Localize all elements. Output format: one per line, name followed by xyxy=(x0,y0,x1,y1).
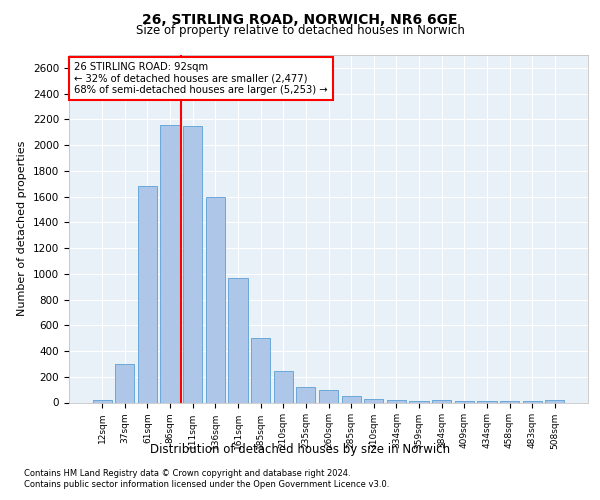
Y-axis label: Number of detached properties: Number of detached properties xyxy=(17,141,28,316)
Text: 26, STIRLING ROAD, NORWICH, NR6 6GE: 26, STIRLING ROAD, NORWICH, NR6 6GE xyxy=(142,12,458,26)
Bar xyxy=(477,401,497,402)
Text: Contains HM Land Registry data © Crown copyright and database right 2024.: Contains HM Land Registry data © Crown c… xyxy=(24,469,350,478)
Bar xyxy=(364,398,383,402)
Text: Contains public sector information licensed under the Open Government Licence v3: Contains public sector information licen… xyxy=(24,480,389,489)
Bar xyxy=(138,186,157,402)
Bar xyxy=(115,364,134,403)
Bar xyxy=(183,126,202,402)
Bar xyxy=(160,124,180,402)
Bar xyxy=(274,371,293,402)
Bar xyxy=(296,387,316,402)
Bar xyxy=(500,401,519,402)
Bar xyxy=(341,396,361,402)
Bar xyxy=(545,400,565,402)
Bar xyxy=(319,390,338,402)
Text: 26 STIRLING ROAD: 92sqm
← 32% of detached houses are smaller (2,477)
68% of semi: 26 STIRLING ROAD: 92sqm ← 32% of detache… xyxy=(74,62,328,95)
Text: Size of property relative to detached houses in Norwich: Size of property relative to detached ho… xyxy=(136,24,464,37)
Bar xyxy=(206,196,225,402)
Bar xyxy=(409,400,428,402)
Bar xyxy=(523,401,542,402)
Bar xyxy=(432,400,451,402)
Bar xyxy=(251,338,270,402)
Text: Distribution of detached houses by size in Norwich: Distribution of detached houses by size … xyxy=(150,442,450,456)
Bar xyxy=(387,400,406,402)
Bar xyxy=(455,401,474,402)
Bar xyxy=(229,278,248,402)
Bar xyxy=(92,400,112,402)
